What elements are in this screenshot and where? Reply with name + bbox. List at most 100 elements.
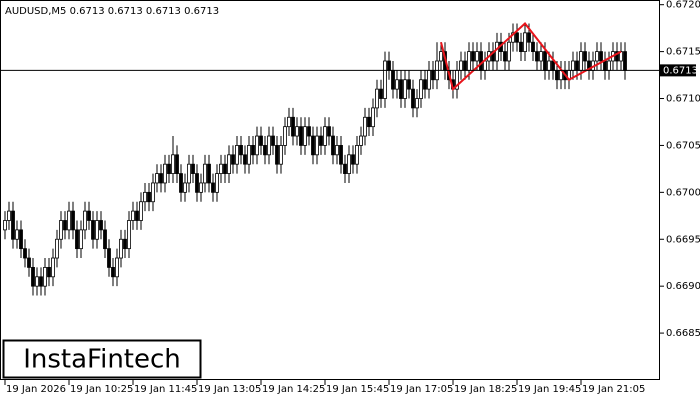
candle-body xyxy=(323,126,327,146)
candle-body xyxy=(35,276,39,287)
candle-body xyxy=(123,238,127,250)
candle-body xyxy=(127,220,131,250)
candle-body xyxy=(255,135,259,156)
candle-body xyxy=(359,135,363,146)
candle-body xyxy=(315,135,319,156)
candle-body xyxy=(199,182,203,193)
candle-body xyxy=(43,267,47,287)
candle-body xyxy=(379,88,383,99)
candle-body xyxy=(259,135,263,146)
candle-body xyxy=(387,60,391,71)
candle-body xyxy=(431,69,435,81)
candle-body xyxy=(267,135,271,156)
candle-body xyxy=(335,145,339,156)
candle-body xyxy=(147,191,151,203)
candle-body xyxy=(119,238,123,259)
candle-body xyxy=(327,126,331,137)
candle-body xyxy=(215,173,219,193)
y-tick-label: 0.6700 xyxy=(666,187,700,198)
candle-body xyxy=(295,126,299,137)
candle-body xyxy=(551,60,555,71)
x-tick-label: 19 Jan 13:05 xyxy=(198,384,261,395)
candle-body xyxy=(55,238,59,259)
candle-body xyxy=(367,116,371,128)
candle-body xyxy=(515,32,519,43)
candle-body xyxy=(471,51,475,62)
candle-body xyxy=(83,210,87,231)
candle-body xyxy=(211,182,215,193)
candle-body xyxy=(351,154,355,165)
candle-body xyxy=(103,229,107,250)
candle-body xyxy=(527,32,531,43)
plot-frame xyxy=(0,0,660,380)
candle-body xyxy=(291,116,295,137)
x-tick-label: 19 Jan 18:25 xyxy=(454,384,517,395)
candle-body xyxy=(475,51,479,62)
candle-body xyxy=(399,79,403,99)
candle-body xyxy=(339,145,343,165)
candle-body xyxy=(423,79,427,90)
candle-body xyxy=(599,51,603,62)
candle-body xyxy=(51,257,55,278)
chart-title: AUDUSD,M5 0.6713 0.6713 0.6713 0.6713 xyxy=(5,6,219,17)
candle-body xyxy=(99,220,103,231)
candle-body xyxy=(47,267,51,278)
y-tick-label: 0.6690 xyxy=(666,281,700,292)
candle-body xyxy=(11,210,15,240)
candle-body xyxy=(3,220,7,231)
candle-body xyxy=(411,88,415,109)
candle-body xyxy=(231,154,235,165)
candle-body xyxy=(187,163,191,184)
candle-body xyxy=(279,145,283,165)
candle-body xyxy=(235,145,239,165)
candle-body xyxy=(539,51,543,62)
candle-body xyxy=(7,210,11,221)
candle-body xyxy=(531,41,535,53)
candle-body xyxy=(403,79,407,99)
candle-body xyxy=(191,163,195,174)
candle-body xyxy=(79,229,83,250)
candle-body xyxy=(503,51,507,62)
candle-body xyxy=(275,145,279,165)
candle-body xyxy=(115,257,119,278)
candle-body xyxy=(75,229,79,250)
candle-body xyxy=(63,220,67,231)
candle-body xyxy=(307,126,311,137)
last-price-label: 0.6713 xyxy=(663,65,698,76)
candle-body xyxy=(271,135,275,146)
candle-body xyxy=(159,173,163,184)
candle-body xyxy=(371,107,375,128)
x-tick-label: 19 Jan 11:45 xyxy=(134,384,197,395)
candle-body xyxy=(415,98,419,109)
candle-body xyxy=(151,182,155,203)
candle-body xyxy=(571,60,575,71)
x-tick-label: 19 Jan 19:45 xyxy=(518,384,581,395)
candle-body xyxy=(195,173,199,193)
x-tick-label: 19 Jan 2026 xyxy=(6,384,66,395)
candle-body xyxy=(31,267,35,287)
candle-body xyxy=(427,69,431,90)
candle-body xyxy=(107,248,111,268)
candle-body xyxy=(163,163,167,184)
candle-body xyxy=(467,51,471,71)
candle-body xyxy=(15,229,19,240)
candle-body xyxy=(483,60,487,71)
candle-body xyxy=(555,69,559,81)
candle-body xyxy=(391,69,395,90)
candle-body xyxy=(287,116,291,128)
candle-body xyxy=(355,145,359,165)
candle-body xyxy=(615,51,619,62)
candle-body xyxy=(251,145,255,156)
candle-body xyxy=(523,32,527,53)
candle-body xyxy=(543,51,547,71)
candle-body xyxy=(67,210,71,231)
candle-body xyxy=(507,41,511,62)
y-tick-label: 0.6720 xyxy=(666,0,700,11)
candle-body xyxy=(595,51,599,62)
candle-body xyxy=(375,88,379,109)
candle-body xyxy=(407,79,411,90)
candle-body xyxy=(183,182,187,193)
candle-body xyxy=(139,201,143,221)
candle-body xyxy=(87,210,91,221)
